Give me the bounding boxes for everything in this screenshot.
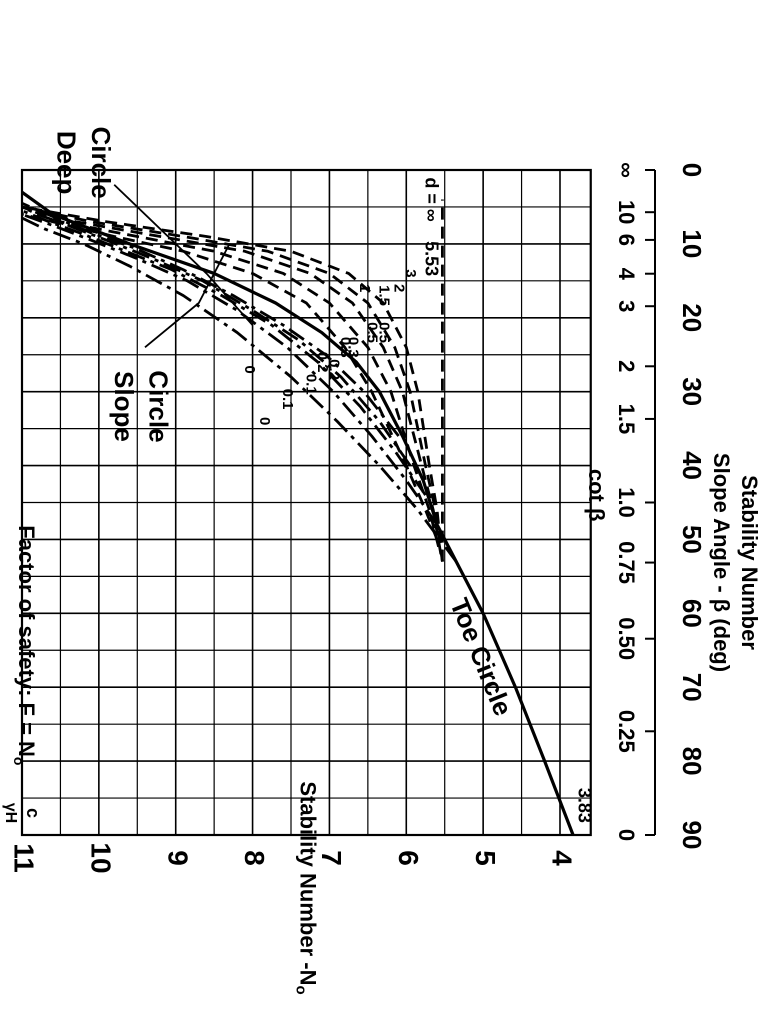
series-d-label: 0.1: [279, 389, 296, 410]
grid: [20, 168, 592, 837]
x-tick-label: 40: [677, 451, 707, 480]
legend-title: Factor of safety: F = No: [11, 525, 39, 765]
cot-axis-title: cot β: [584, 469, 609, 522]
cot-tick-label: 1.5: [614, 404, 639, 435]
series-d-label: 1: [356, 284, 373, 292]
series-d-label: 0.2: [325, 359, 342, 380]
x-tick-label: 80: [677, 747, 707, 776]
cot-tick-label: 3: [614, 300, 639, 312]
legend-formula-num: c: [23, 808, 43, 818]
slope-circle-label-2: Circle: [144, 370, 174, 442]
d-infinity-label: d = ∞: [422, 177, 442, 222]
cot-tick-label: 1.0: [614, 487, 639, 518]
y-axis-title: Stability Number -No: [292, 781, 320, 994]
series-d-label: 3: [402, 269, 419, 277]
x-axis-subtitle: Stability Number: [737, 475, 762, 650]
cot-tick-label: 0.25: [614, 710, 639, 753]
slope-circle-leader: [144, 243, 231, 349]
y-tick-label: 9: [162, 850, 193, 866]
plot-border: [20, 168, 592, 837]
deep-circle-label-2: Circle: [86, 126, 116, 198]
x-tick-label: 70: [677, 673, 707, 702]
series-d-label: 0.5: [364, 322, 381, 343]
series-d-label: 1.5: [375, 285, 392, 306]
cot-tick-label: 0: [614, 829, 639, 841]
series-line: [21, 190, 575, 836]
series-line: [21, 205, 444, 562]
x-axis-title: Slope Angle - β (deg): [709, 453, 734, 672]
value-553: 5.53: [422, 241, 442, 276]
cot-tick-label: 0.75: [614, 541, 639, 584]
x-tick-label: 60: [677, 599, 707, 628]
x-tick-label: 90: [677, 821, 707, 850]
y-tick-label: 4: [547, 850, 578, 866]
slope-circle-label-1: Slope: [109, 371, 139, 442]
y-tick-label: 10: [85, 842, 116, 873]
deep-circle-label-1: Deep: [51, 131, 81, 195]
y-axis-title-sub: o: [292, 985, 309, 994]
x-tick-label: 20: [677, 303, 707, 332]
series-d-label: 0.2: [314, 352, 331, 373]
y-tick-label: 6: [393, 850, 424, 866]
series-line: [21, 216, 458, 563]
series-line: [21, 205, 444, 562]
series-d-label: 0: [256, 417, 273, 425]
deep-circle-leader: [113, 184, 254, 326]
series-d-label: 0.1: [302, 374, 319, 395]
legend-formula-sub: o: [11, 757, 27, 766]
series-line: [21, 213, 439, 526]
series-group: [21, 190, 575, 836]
series-d-label: 0: [241, 365, 258, 373]
series-d-label: 2: [391, 284, 408, 292]
cot-tick-label: 2: [614, 360, 639, 372]
value-383: 3.83: [574, 788, 594, 823]
series-d-label: 0.3: [345, 337, 362, 358]
series-d-label: 0.5: [375, 322, 392, 343]
cot-tick-label: 0.50: [614, 617, 639, 660]
cot-tick-label: 4: [614, 268, 639, 281]
x-tick-label: 0: [677, 163, 707, 177]
series-line: [21, 209, 427, 496]
y-tick-label: 5: [470, 850, 501, 866]
legend-formula-den: γH: [2, 803, 19, 823]
series-line: [21, 201, 400, 437]
y-tick-label: 11: [9, 843, 40, 873]
x-tick-label: 10: [677, 229, 707, 258]
cot-tick-label: 6: [614, 234, 639, 246]
series-line: [21, 205, 440, 548]
x-tick-label: 50: [677, 525, 707, 554]
series-line: [21, 212, 439, 540]
cot-tick-label: 10: [614, 200, 639, 224]
series-line: [21, 205, 443, 555]
y-tick-label: 7: [316, 850, 347, 866]
x-tick-label: 30: [677, 377, 707, 406]
series-d-label: 0.3: [337, 337, 354, 358]
y-tick-label: 8: [239, 850, 270, 866]
cot-tick-label: ∞: [614, 162, 639, 178]
